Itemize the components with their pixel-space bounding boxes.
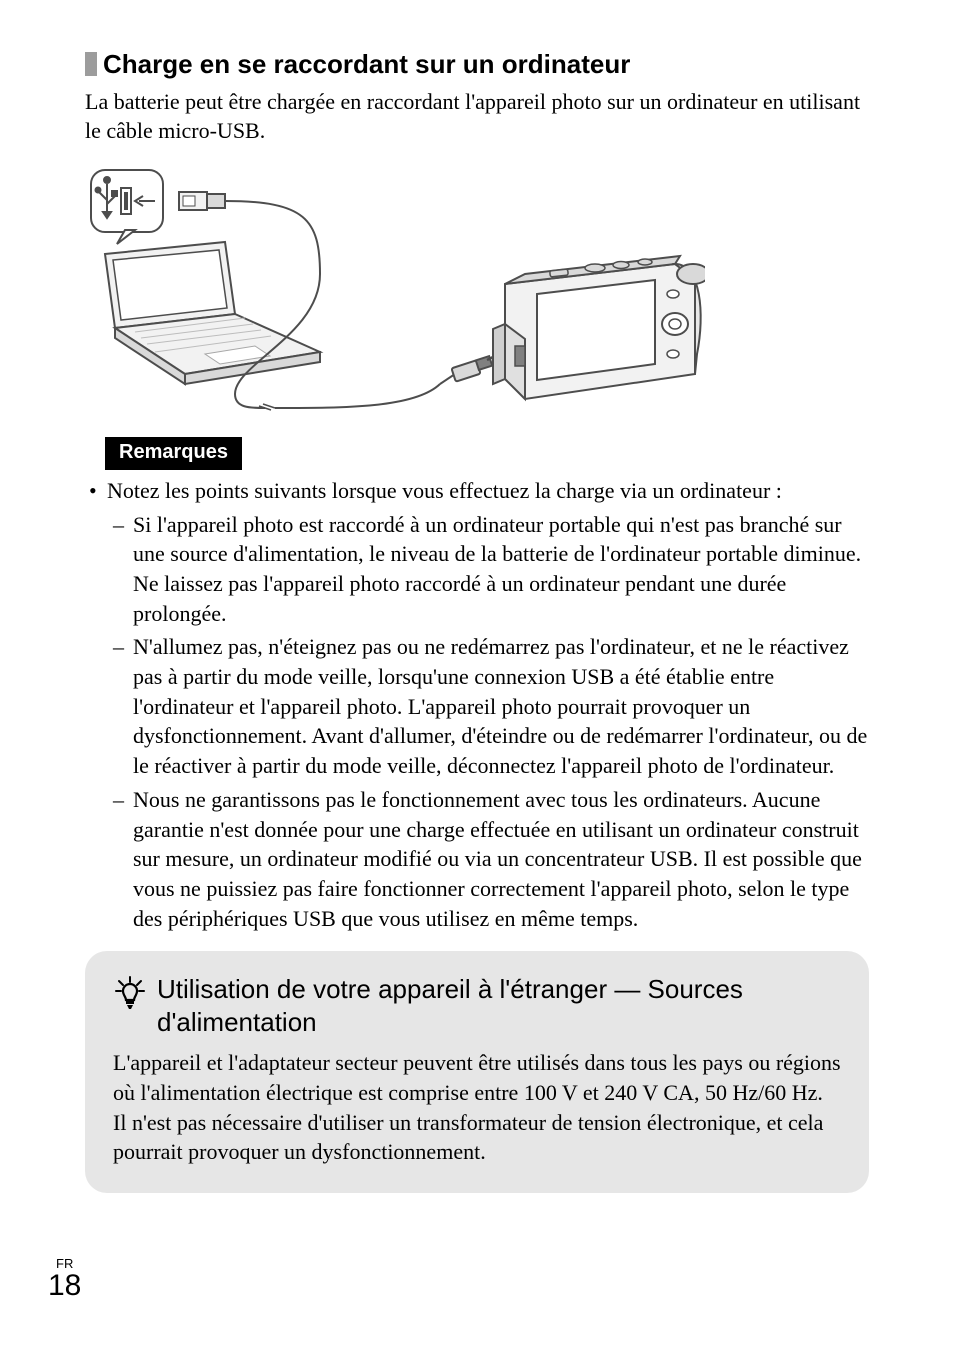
tip-box: Utilisation de votre appareil à l'étrang…: [85, 951, 869, 1193]
diagram-svg: [85, 164, 705, 414]
tip-body-line: L'appareil et l'adaptateur secteur peuve…: [113, 1048, 841, 1107]
dash-list: Si l'appareil photo est raccordé à un or…: [107, 510, 869, 934]
tip-body: L'appareil et l'adaptateur secteur peuve…: [113, 1048, 841, 1167]
manual-page: Charge en se raccordant sur un ordinateu…: [0, 0, 954, 1345]
usb-callout-icon: [91, 170, 163, 244]
footer-page-number: 18: [48, 1269, 81, 1303]
tip-body-line: Il n'est pas nécessaire d'utiliser un tr…: [113, 1108, 841, 1167]
tip-title: Utilisation de votre appareil à l'étrang…: [157, 973, 841, 1038]
page-footer: FR 18: [48, 1256, 81, 1303]
bullet-intro-text: Notez les points suivants lorsque vous e…: [107, 478, 782, 503]
list-item: N'allumez pas, n'éteignez pas ou ne redé…: [107, 632, 869, 780]
heading-text: Charge en se raccordant sur un ordinateu…: [103, 50, 630, 79]
list-item: Nous ne garantissons pas le fonctionneme…: [107, 785, 869, 933]
remarques-badge: Remarques: [105, 437, 242, 470]
list-item: Si l'appareil photo est raccordé à un or…: [107, 510, 869, 629]
heading-marker-icon: [85, 52, 97, 76]
connection-diagram: [85, 164, 869, 419]
laptop-icon: [105, 242, 320, 384]
notes-list: Notez les points suivants lorsque vous e…: [85, 476, 869, 933]
list-item: Notez les points suivants lorsque vous e…: [85, 476, 869, 933]
usb-plug-micro-icon: [451, 356, 492, 382]
section-heading: Charge en se raccordant sur un ordinateu…: [85, 50, 869, 79]
usb-cable-icon: [225, 201, 455, 410]
lightbulb-hint-icon: [113, 975, 147, 1016]
camera-back-icon: [493, 256, 705, 399]
tip-title-row: Utilisation de votre appareil à l'étrang…: [113, 973, 841, 1038]
intro-paragraph: La batterie peut être chargée en raccord…: [85, 87, 869, 146]
usb-plug-a-icon: [179, 192, 225, 210]
